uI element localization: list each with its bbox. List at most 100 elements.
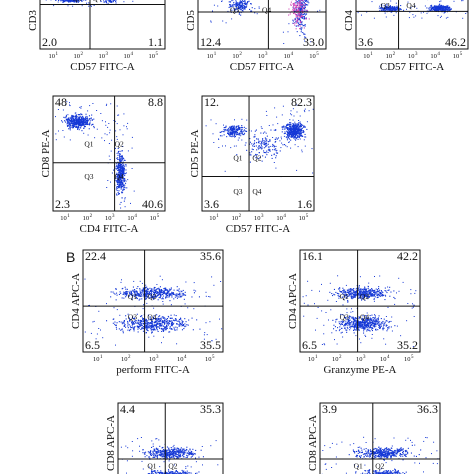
- event-dot: [151, 290, 153, 292]
- quadrant-percent-br: 35.5: [200, 338, 221, 352]
- event-dot: [450, 8, 452, 10]
- event-dot: [138, 322, 140, 324]
- event-dot: [80, 121, 82, 123]
- event-dot: [373, 17, 375, 19]
- event-dot: [345, 323, 347, 325]
- event-dot: [163, 316, 165, 318]
- event-dot: [437, 7, 439, 9]
- event-dot: [120, 170, 122, 172]
- x-tick-exponent: 5: [212, 355, 215, 360]
- event-dot: [120, 329, 122, 331]
- event-dot: [118, 173, 120, 175]
- event-dot: [284, 132, 286, 134]
- event-dot: [287, 132, 289, 134]
- event-dot: [442, 10, 444, 12]
- event-dot: [162, 330, 164, 332]
- event-dot: [76, 119, 78, 121]
- event-dot: [370, 289, 372, 291]
- event-dot: [363, 326, 365, 328]
- event-dot: [453, 0, 455, 2]
- event-dot: [302, 5, 304, 7]
- event-dot: [295, 126, 297, 128]
- event-dot: [298, 132, 300, 134]
- event-dot: [148, 324, 150, 326]
- event-dot: [153, 307, 155, 309]
- event-dot: [150, 329, 152, 331]
- event-dot: [68, 119, 70, 121]
- event-dot: [272, 137, 274, 138]
- event-dot: [296, 133, 298, 135]
- event-dot: [444, 7, 446, 9]
- event-dot: [77, 128, 79, 130]
- event-dot: [372, 289, 374, 291]
- event-dot: [365, 321, 367, 323]
- event-dot: [176, 323, 178, 325]
- event-dot: [280, 136, 282, 138]
- event-dot: [159, 289, 161, 291]
- event-dot: [302, 130, 304, 132]
- event-dot: [185, 321, 187, 323]
- event-dot: [121, 160, 123, 162]
- event-dot: [359, 297, 361, 299]
- event-dot: [289, 131, 291, 133]
- event-dot: [155, 318, 157, 320]
- event-dot: [253, 155, 255, 157]
- event-dot: [447, 8, 449, 10]
- event-dot: [122, 172, 124, 174]
- event-dot: [353, 329, 355, 331]
- event-dot: [269, 139, 271, 141]
- event-dot: [436, 9, 438, 11]
- event-dot: [163, 291, 165, 293]
- event-dot: [243, 2, 245, 4]
- event-dot: [120, 155, 122, 157]
- event-dot: [67, 120, 69, 122]
- event-dot: [235, 130, 237, 132]
- event-dot: [293, 130, 295, 132]
- event-dot: [301, 5, 303, 7]
- event-dot: [305, 295, 307, 297]
- event-dot: [85, 0, 87, 1]
- event-dot: [83, 0, 85, 1]
- event-dot: [127, 122, 129, 124]
- event-dot: [369, 325, 371, 327]
- event-dot: [103, 0, 105, 1]
- event-dot: [297, 20, 299, 22]
- event-dot: [67, 118, 69, 120]
- event-dot: [120, 160, 122, 162]
- event-dot: [169, 293, 171, 295]
- event-dot: [295, 10, 297, 12]
- event-dot: [261, 160, 263, 162]
- x-axis-label: CD57 FITC-A: [70, 61, 135, 73]
- event-dot: [304, 145, 306, 147]
- event-dot: [182, 294, 184, 296]
- event-dot: [301, 15, 303, 17]
- event-dot: [293, 2, 295, 4]
- event-dot: [295, 22, 297, 24]
- event-dot: [180, 318, 182, 320]
- event-dot: [353, 291, 355, 293]
- event-dot: [80, 121, 82, 123]
- event-dot: [351, 316, 353, 318]
- plot-frame: [355, 0, 469, 50]
- event-dot: [163, 290, 165, 292]
- event-dot: [150, 325, 152, 327]
- event-dot: [156, 320, 158, 322]
- event-dot: [301, 151, 303, 153]
- event-dot: [235, 129, 237, 131]
- event-dot: [343, 325, 345, 327]
- event-dot: [364, 291, 366, 293]
- event-dot: [222, 130, 224, 132]
- event-dot: [89, 123, 91, 125]
- event-dot: [352, 292, 354, 294]
- event-dot: [220, 131, 222, 133]
- event-dot: [368, 289, 370, 291]
- event-dot: [76, 1, 78, 3]
- event-dot: [133, 328, 135, 330]
- event-dot: [72, 117, 74, 119]
- event-dot: [408, 17, 410, 19]
- event-dot: [165, 294, 167, 296]
- event-dot: [440, 15, 442, 17]
- event-dot: [434, 9, 436, 11]
- event-dot: [133, 323, 135, 325]
- event-dot: [381, 321, 383, 323]
